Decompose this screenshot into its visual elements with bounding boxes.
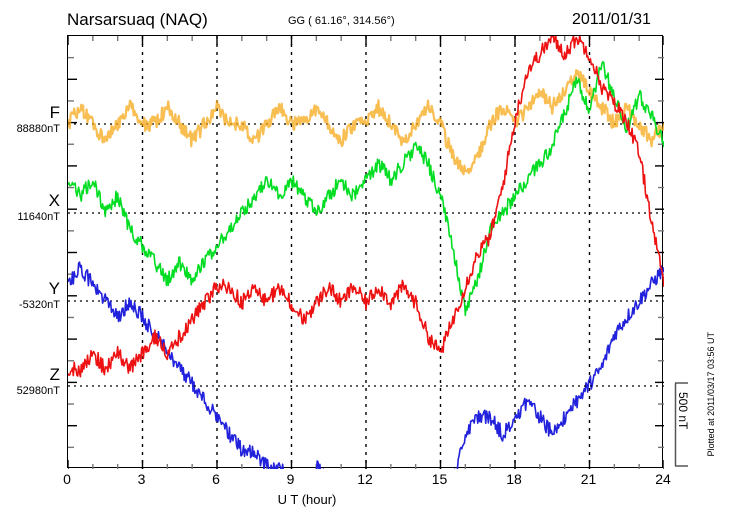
component-label-y: Y -5320nT bbox=[0, 280, 60, 311]
component-value-z: 52980nT bbox=[16, 385, 60, 397]
scale-bar-label: 500 nT bbox=[676, 392, 690, 430]
x-axis-title: U T (hour) bbox=[0, 492, 730, 507]
scale-bar bbox=[674, 382, 688, 467]
component-letter-z: Z bbox=[49, 365, 60, 384]
magnetogram-plot bbox=[68, 36, 664, 469]
component-letter-x: X bbox=[48, 191, 60, 210]
x-tick-label: 24 bbox=[655, 471, 671, 487]
station-name: Narsarsuaq (NAQ) bbox=[67, 10, 208, 29]
x-tick-label: 9 bbox=[286, 471, 295, 487]
component-label-z: Z 52980nT bbox=[0, 366, 60, 397]
x-tick-label: 21 bbox=[580, 471, 597, 487]
x-axis-title-text: U T (hour) bbox=[277, 492, 337, 507]
x-tick-label: 18 bbox=[506, 471, 522, 487]
component-label-f: F 88880nT bbox=[0, 104, 60, 135]
x-tick-label: 3 bbox=[137, 471, 146, 487]
plotted-at-timestamp: Plotted at 2011/03/17 03:56 UT bbox=[706, 332, 716, 457]
component-value-f: 88880nT bbox=[16, 123, 60, 135]
component-letter-f: F bbox=[49, 103, 60, 122]
x-tick-label: 0 bbox=[63, 471, 71, 487]
x-tick-label: 15 bbox=[431, 471, 448, 487]
component-value-y: -5320nT bbox=[19, 299, 60, 311]
component-label-x: X 11640nT bbox=[0, 192, 60, 223]
x-tick-label: 12 bbox=[357, 471, 373, 487]
plot-frame bbox=[67, 35, 664, 469]
observation-date: 2011/01/31 bbox=[572, 11, 651, 28]
x-tick-label: 6 bbox=[212, 471, 220, 487]
component-letter-y: Y bbox=[48, 279, 60, 298]
geographic-coordinates: GG ( 61.16°, 314.56°) bbox=[288, 15, 395, 27]
component-value-x: 11640nT bbox=[17, 211, 60, 223]
